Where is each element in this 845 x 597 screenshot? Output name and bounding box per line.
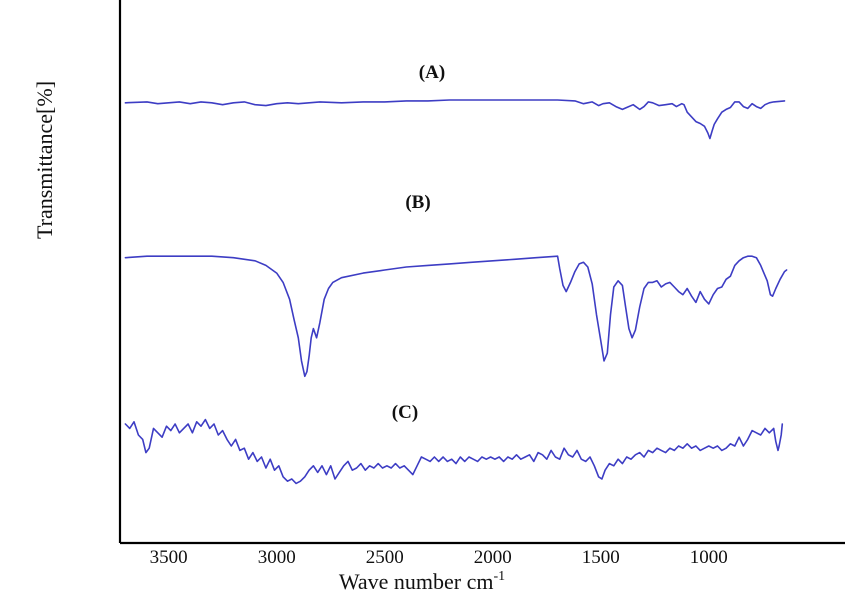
spectrum-line-a <box>124 99 786 140</box>
series-labels-group: (A) (B) (C) <box>392 62 445 423</box>
series-label-a: (A) <box>419 62 445 83</box>
x-tick-label: 2000 <box>474 547 512 568</box>
x-axis-ticks-group: 3500 3000 2500 2000 1500 1000 <box>150 547 728 568</box>
x-tick-label: 3500 <box>150 547 188 568</box>
x-tick-label: 2500 <box>366 547 404 568</box>
x-tick-label: 1000 <box>690 547 728 568</box>
spectra-series-group <box>124 99 788 485</box>
x-axis-title-exponent: -1 <box>493 569 505 584</box>
spectrum-line-c <box>124 418 784 485</box>
series-label-c: (C) <box>392 402 418 423</box>
spectrum-line-b <box>124 255 788 378</box>
series-label-b: (B) <box>405 192 430 213</box>
x-tick-label: 3000 <box>258 547 296 568</box>
y-axis-title: Transmittance[%] <box>32 81 57 239</box>
x-axis-title-text: Wave number cm <box>339 569 494 594</box>
x-tick-label: 1500 <box>582 547 620 568</box>
x-axis-title: Wave number cm-1 <box>339 569 505 594</box>
